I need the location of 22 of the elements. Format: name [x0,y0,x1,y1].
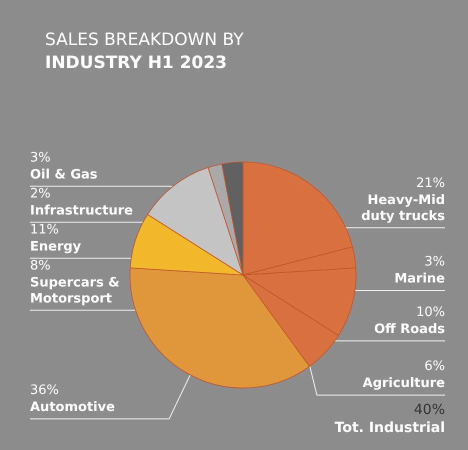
data-label: 8% [30,258,51,274]
slice-label: Infrastructure [30,203,134,218]
slice-label: Energy [30,239,82,254]
slice-label: Oil & Gas [30,167,98,182]
slice-label: Supercars & Motorsport [30,275,120,306]
data-label: 6% [424,359,445,374]
slice-label: Heavy-Mid duty trucks [361,192,446,224]
data-label: 11% [30,222,59,238]
slice-label: Automotive [30,400,116,415]
slice-label: Marine [394,272,446,287]
text: 40% [414,402,445,418]
data-label: 2% [30,186,51,202]
text: Tot. Industrial [334,420,445,436]
chart-title: SALES BREAKDOWN BY [45,30,244,50]
chart-subtitle: INDUSTRY H1 2023 [45,53,227,73]
data-label: 10% [416,304,445,320]
slice-label: Agriculture [362,376,446,392]
data-label: 21% [416,176,445,191]
slice-label: Off Roads [374,322,446,337]
data-label: 3% [424,254,445,270]
data-label: 36% [30,382,59,398]
data-label: 3% [30,150,51,166]
